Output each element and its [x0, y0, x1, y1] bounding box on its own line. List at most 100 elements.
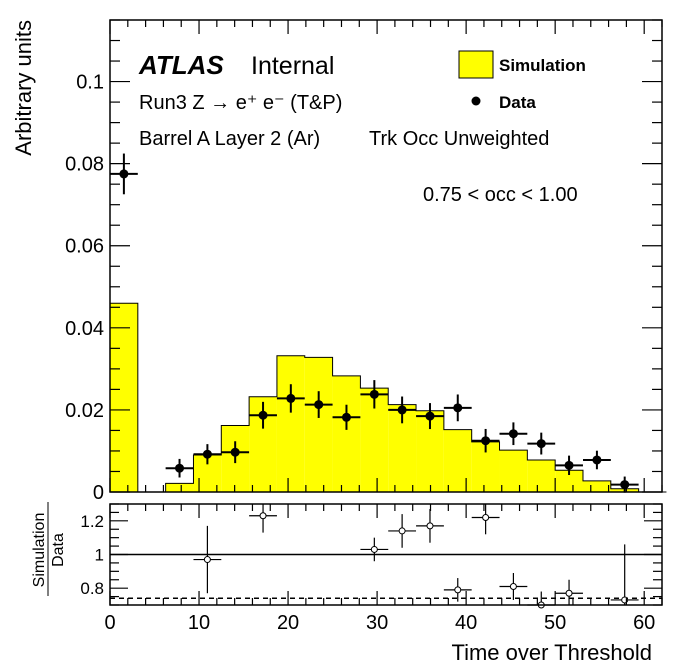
ratio-point [193, 525, 222, 594]
data-point [332, 404, 361, 430]
x-tick-label: 40 [455, 612, 477, 634]
data-point [471, 428, 500, 453]
x-tick-label: 30 [366, 612, 388, 634]
ratio-marker [203, 556, 211, 564]
data-point [527, 432, 556, 455]
simulation-bar [110, 303, 138, 492]
legend-simulation-label: Simulation [499, 56, 586, 75]
simulation-outline [109, 302, 667, 493]
data-marker [314, 400, 324, 410]
data-marker [481, 436, 491, 446]
ratio-point [388, 514, 417, 548]
ratio-y-title-numerator: Simulation [31, 513, 48, 588]
data-point [249, 401, 277, 429]
x-tick-label: 60 [633, 612, 655, 634]
data-point [360, 380, 389, 409]
data-marker [230, 447, 240, 457]
ratio-axis-ticks: 0 10 20 30 40 50 60 0.8 1 1.2 [80, 503, 663, 634]
data-marker [453, 403, 463, 413]
main-plot-frame [109, 19, 663, 493]
data-marker [536, 439, 546, 449]
simulation-bar [332, 375, 361, 492]
data-points [109, 153, 639, 493]
data-marker [620, 480, 630, 490]
simulation-bar [443, 429, 472, 492]
ratio-point [360, 537, 389, 562]
ratio-marker [509, 582, 517, 590]
x-tick-label: 10 [188, 612, 210, 634]
ratio-point [249, 504, 277, 533]
ratio-marker [398, 527, 406, 535]
y-axis-title: Arbitrary units [11, 20, 36, 156]
ratio-point [499, 573, 528, 600]
simulation-histogram [109, 302, 667, 493]
data-point [499, 422, 528, 446]
simulation-bar [304, 357, 333, 492]
ratio-point [610, 544, 639, 605]
ratio-marker [565, 589, 573, 597]
internal-label: Internal [251, 52, 334, 80]
ratio-points [193, 504, 639, 609]
ratio-point [443, 578, 472, 602]
simulation-bar [555, 470, 583, 492]
x-tick-label: 20 [277, 612, 299, 634]
data-point [555, 455, 583, 476]
y-tick-label: 0.02 [65, 400, 104, 422]
ratio-marker [426, 522, 434, 530]
data-point [109, 153, 138, 195]
data-point [193, 444, 222, 465]
data-marker [564, 460, 574, 470]
x-tick-label: 0 [104, 612, 115, 634]
ratio-marker [454, 586, 462, 594]
ratio-plot-frame [109, 503, 663, 606]
y-tick-label: 0 [93, 482, 104, 504]
ratio-reference-lines [110, 553, 662, 600]
ratio-y-tick-label: 1.2 [80, 512, 104, 531]
data-point [443, 394, 472, 422]
data-marker [119, 169, 129, 179]
legend-data-marker [471, 96, 481, 106]
data-point [304, 391, 333, 418]
weighting-label: Trk Occ Unweighted [369, 128, 549, 150]
y-tick-label: 0.04 [65, 318, 104, 340]
legend-simulation-swatch [458, 50, 494, 79]
atlas-label: ATLAS [138, 50, 224, 80]
y-tick-label: 0.08 [65, 154, 104, 176]
data-point [276, 384, 305, 413]
data-marker [286, 393, 296, 403]
simulation-bar [499, 450, 528, 492]
region-label: Barrel A Layer 2 (Ar) [139, 128, 320, 150]
x-axis-title: Time over Threshold [451, 640, 652, 665]
data-point [583, 450, 611, 470]
ratio-y-tick-label: 0.8 [80, 579, 104, 598]
occupancy-range-label: 0.75 < occ < 1.00 [423, 184, 578, 206]
y-tick-label: 0.1 [76, 72, 104, 94]
process-label: Run3 Z → e⁺ e⁻ (T&P) [139, 92, 342, 114]
ratio-y-tick-label: 1 [95, 546, 104, 565]
data-marker [369, 389, 379, 399]
ratio-marker [259, 512, 267, 520]
data-point [388, 396, 417, 424]
data-marker [508, 429, 518, 439]
data-marker [258, 410, 268, 420]
data-marker [592, 455, 602, 465]
data-point [165, 458, 194, 478]
data-point [416, 403, 444, 430]
data-point [221, 441, 250, 464]
simulation-bar [582, 480, 611, 492]
data-marker [397, 405, 407, 415]
ratio-point [555, 579, 583, 605]
legend-data-label: Data [499, 93, 536, 112]
ratio-point [471, 504, 500, 535]
main-axis-ticks: 0 0.02 0.04 0.06 0.08 0.1 [65, 19, 663, 504]
simulation-bar [276, 355, 305, 492]
ratio-marker [482, 513, 490, 521]
data-marker [202, 449, 212, 459]
simulation-bar [165, 483, 194, 492]
simulation-bar [527, 459, 556, 492]
data-marker [425, 411, 435, 421]
ratio-point [416, 509, 444, 543]
ratio-marker [370, 545, 378, 553]
data-marker [341, 412, 351, 422]
